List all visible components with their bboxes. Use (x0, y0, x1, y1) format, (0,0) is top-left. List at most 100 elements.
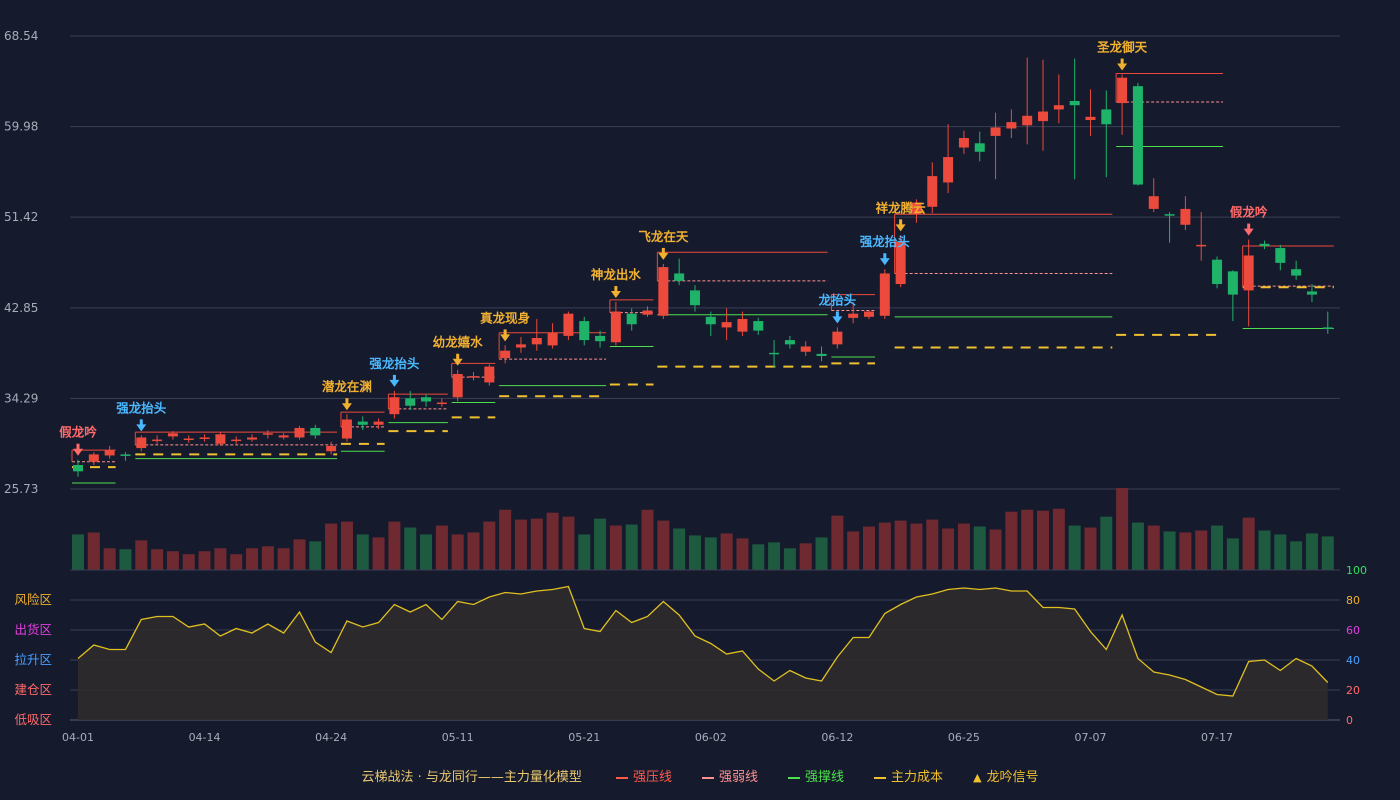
volume-bar (514, 519, 527, 570)
x-tick-label: 06-25 (948, 731, 980, 744)
volume-bar (246, 548, 259, 570)
volume-bar (831, 515, 844, 570)
candle-body (357, 421, 368, 425)
candle-body (1164, 214, 1175, 216)
volume-bar (151, 549, 164, 570)
legend-label: 主力成本 (891, 770, 944, 785)
candle-body (626, 313, 637, 325)
candle-body (958, 138, 969, 148)
x-tick-label: 04-24 (315, 731, 347, 744)
candle-body (721, 322, 732, 328)
signal-label: 飞龙在天 (638, 229, 689, 244)
volume-bar (1021, 509, 1034, 570)
legend-item: 强压线 (616, 770, 672, 785)
volume-bar (230, 554, 243, 570)
x-tick-label: 06-12 (821, 731, 853, 744)
volume-bar (1321, 536, 1334, 570)
volume-bar (309, 541, 322, 570)
candle-body (1132, 86, 1143, 185)
signal-label: 真龙现身 (480, 310, 531, 325)
candle-body (1022, 115, 1033, 126)
x-tick-label: 04-01 (62, 731, 94, 744)
signal-arrow-icon (452, 358, 463, 366)
candle-body (579, 321, 590, 341)
candle-body (389, 397, 400, 415)
x-tick-label: 07-17 (1201, 731, 1233, 744)
candle-body (515, 344, 526, 348)
candle-body (563, 313, 574, 336)
candle-body (1069, 100, 1080, 106)
candle-body (705, 316, 716, 325)
signal-arrow-icon (1117, 63, 1128, 71)
volume-bar (578, 534, 591, 570)
volume-bar (752, 544, 765, 570)
signal-label: 强龙抬头 (860, 234, 911, 249)
volume-bar (325, 523, 338, 570)
candle-body (294, 427, 305, 438)
volume-bar (609, 525, 622, 570)
volume-bar (641, 509, 654, 570)
legend-swatch (788, 776, 801, 779)
model-tick-label: 60 (1346, 624, 1360, 637)
candle-body (1148, 196, 1159, 209)
candle-body (1322, 327, 1333, 329)
candle-body (911, 202, 922, 215)
candle-body (484, 366, 495, 383)
volume-bar (688, 535, 701, 570)
candle-body (1259, 243, 1270, 246)
volume-bar (435, 525, 448, 570)
legend: 云梯战法 · 与龙同行——主力量化模型 强压线 强弱线 强撑线 主力成本 ▲ 龙吟信号 (0, 766, 1400, 785)
signal-label: 假龙吟 (59, 425, 97, 440)
model-zone-label: 风险区 (14, 592, 52, 607)
signal-label: 幼龙嬉水 (433, 335, 484, 350)
candle-body (215, 434, 226, 444)
candle-body (500, 350, 511, 359)
signal-label: 祥龙腾云 (876, 200, 927, 215)
candle-body (405, 398, 416, 406)
volume-bar (1179, 532, 1192, 570)
x-tick-label: 05-21 (568, 731, 600, 744)
candle-body (990, 127, 1001, 136)
volume-bar (277, 548, 290, 570)
model-area (78, 586, 1328, 720)
volume-bar (1274, 534, 1287, 570)
volume-bar (499, 509, 512, 570)
legend-label: 龙吟信号 (986, 770, 1039, 785)
candle-body (879, 273, 890, 316)
volume-bar (1100, 516, 1113, 570)
candle-body (452, 373, 463, 398)
candle-body (769, 352, 780, 355)
candle-body (1291, 269, 1302, 276)
model-tick-label: 80 (1346, 594, 1360, 607)
model-tick-label: 100 (1346, 564, 1367, 577)
candle-body (1101, 109, 1112, 125)
candle-body (800, 346, 811, 352)
signal-arrow-icon (1243, 228, 1254, 236)
triangle-icon: ▲ (973, 771, 982, 784)
y-tick-label: 59.98 (4, 120, 38, 134)
candle-body (658, 267, 669, 316)
volume-bar (942, 528, 955, 570)
volume-bar (673, 528, 686, 570)
volume-bar (720, 533, 733, 570)
volume-bar (736, 538, 749, 570)
y-tick-label: 68.54 (4, 29, 38, 43)
candle-body (547, 332, 558, 346)
model-zone-label: 出货区 (14, 622, 52, 637)
volume-bar (420, 534, 433, 570)
volume-bar (404, 527, 417, 570)
model-zone-label: 建仓区 (14, 682, 52, 697)
candle-body (341, 419, 352, 439)
candle-body (310, 427, 321, 436)
candle-body (120, 454, 131, 456)
x-tick-label: 05-11 (442, 731, 474, 744)
signal-label: 强龙抬头 (369, 356, 420, 371)
volume-bar (1211, 525, 1224, 570)
candle-body (1196, 244, 1207, 247)
candle-body (421, 397, 432, 402)
candle-body (784, 340, 795, 345)
signal-label: 龙抬头 (818, 292, 857, 307)
candle-body (326, 445, 337, 452)
volume-bar (1052, 508, 1065, 570)
